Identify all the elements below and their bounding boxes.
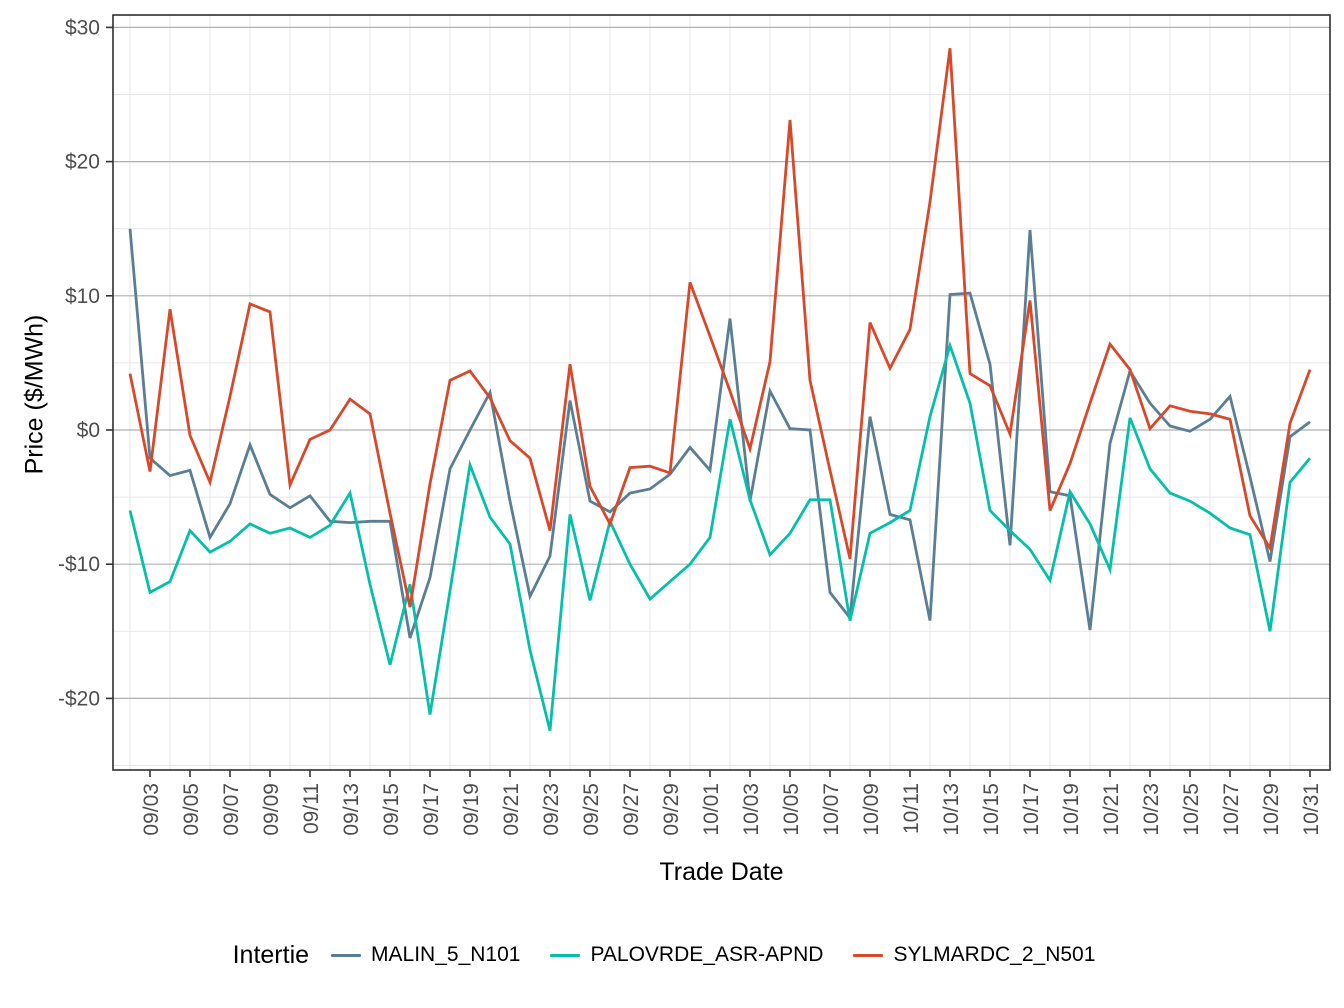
x-tick-label: 10/25 — [1180, 783, 1203, 836]
panel-border — [112, 14, 1331, 771]
y-tick-label: -$10 — [58, 553, 100, 576]
legend-item: SYLMARDC_2_N501 — [853, 943, 1095, 967]
x-tick-label: 09/03 — [140, 783, 163, 836]
legend-item: MALIN_5_N101 — [331, 943, 520, 967]
x-tick-label: 09/15 — [380, 783, 403, 836]
x-tick-label: 10/15 — [980, 783, 1003, 836]
x-tick-label: 09/09 — [260, 783, 283, 836]
x-tick-label: 09/05 — [180, 783, 203, 836]
legend-item: PALOVRDE_ASR-APND — [550, 943, 823, 967]
series-line-SYLMARDC_2_N501 — [128, 48, 1312, 608]
x-tick-label: 09/25 — [580, 783, 603, 836]
legend-label: MALIN_5_N101 — [371, 943, 521, 966]
x-axis-title: Trade Date — [659, 858, 784, 886]
legend-title: Intertie — [232, 940, 310, 969]
x-tick-label: 09/19 — [460, 783, 483, 836]
legend: Intertie MALIN_5_N101 PALOVRDE_ASR-APND … — [0, 930, 1344, 980]
x-tick-label: 09/21 — [500, 783, 523, 836]
y-axis-title: Price ($/MWh) — [20, 314, 49, 475]
x-tick-label: 10/29 — [1260, 783, 1283, 836]
x-tick-label: 10/11 — [900, 783, 923, 834]
x-tick-label: 10/09 — [860, 783, 883, 836]
x-tick-label: 09/17 — [420, 783, 443, 836]
x-tick-label: 10/05 — [780, 783, 803, 836]
series-line-PALOVRDE_ASR-APND — [128, 340, 1312, 731]
legend-line-swatch — [331, 953, 362, 957]
legend-line-swatch — [853, 953, 884, 957]
x-tick-label: 10/23 — [1140, 783, 1163, 836]
x-tick-label: 10/01 — [700, 783, 723, 836]
x-tick-label: 10/17 — [1020, 783, 1043, 836]
y-tick-label: -$20 — [58, 687, 100, 710]
x-tick-label: 09/11 — [300, 783, 323, 834]
x-tick-label: 10/13 — [940, 783, 963, 836]
x-tick-label: 10/07 — [820, 783, 843, 836]
legend-label: SYLMARDC_2_N501 — [893, 943, 1096, 966]
x-tick-label: 10/19 — [1060, 783, 1083, 836]
x-tick-label: 10/03 — [740, 783, 763, 836]
x-tick-label: 09/27 — [620, 783, 643, 836]
legend-label: PALOVRDE_ASR-APND — [590, 943, 824, 966]
x-tick-label: 09/29 — [660, 783, 683, 836]
x-tick-label: 10/27 — [1220, 783, 1243, 836]
x-tick-label: 10/31 — [1300, 783, 1323, 836]
legend-line-swatch — [550, 953, 581, 957]
y-tick-label: $20 — [65, 151, 100, 174]
x-tick-label: 09/13 — [340, 783, 363, 836]
series-line-MALIN_5_N101 — [128, 228, 1311, 639]
y-tick-label: $10 — [65, 285, 100, 308]
x-tick-label: 09/23 — [540, 783, 563, 836]
x-tick-label: 09/07 — [220, 783, 243, 836]
y-tick-label: $0 — [77, 419, 100, 442]
y-tick-label: $30 — [65, 16, 100, 39]
x-tick-label: 10/21 — [1100, 783, 1123, 836]
